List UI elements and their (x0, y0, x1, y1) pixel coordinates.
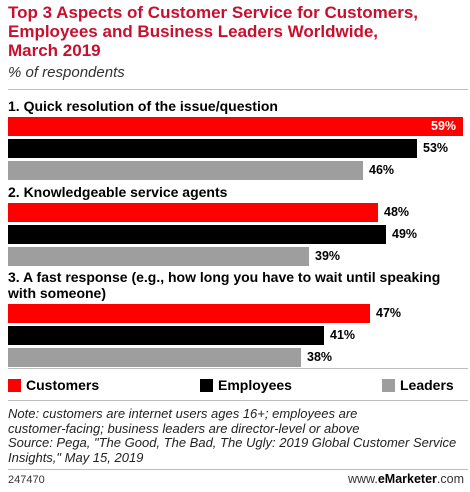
legend-customers: Customers (8, 377, 99, 393)
legend-swatch-employees (200, 379, 213, 392)
legend-label-customers: Customers (26, 377, 100, 393)
value-label-customers-2: 48% (384, 205, 410, 219)
note-divider (8, 400, 468, 401)
top-divider (8, 89, 468, 90)
site-prefix: www. (347, 472, 378, 486)
value-label-employees-3: 41% (330, 328, 356, 342)
legend-label-employees: Employees (218, 377, 292, 393)
legend-leaders: Leaders (382, 377, 454, 393)
value-label-leaders-2: 39% (315, 249, 341, 263)
legend-swatch-leaders (382, 379, 395, 392)
value-label-customers-3: 47% (376, 306, 402, 320)
legend-employees: Employees (200, 377, 292, 393)
bar-employees-3 (8, 326, 324, 345)
legend-swatch-customers (8, 379, 21, 392)
site-brand: eMarketer (377, 472, 437, 486)
legend-label-leaders: Leaders (400, 377, 454, 393)
bar-leaders-3 (8, 348, 301, 367)
category-label-1: 1. Quick resolution of the issue/questio… (8, 98, 278, 114)
site-suffix: .com (436, 472, 464, 486)
bar-customers-2 (8, 203, 378, 222)
site-credit: www.eMarketer.com (348, 472, 464, 486)
bar-employees-1 (8, 139, 417, 158)
chart-subtitle: % of respondents (8, 64, 125, 81)
value-label-employees-1: 53% (423, 141, 449, 155)
legend-divider (8, 368, 468, 369)
value-label-employees-2: 49% (392, 227, 418, 241)
bar-employees-2 (8, 225, 386, 244)
value-label-leaders-1: 46% (369, 163, 395, 177)
chart-title: Top 3 Aspects of Customer Service for Cu… (8, 3, 418, 60)
source-note: Note: customers are internet users ages … (8, 406, 457, 465)
value-label-customers-1: 59% (431, 119, 457, 133)
chart-id: 247470 (8, 474, 45, 486)
value-label-leaders-3: 38% (307, 350, 333, 364)
bar-leaders-1 (8, 161, 363, 180)
category-label-3: 3. A fast response (e.g., how long you h… (8, 269, 441, 301)
bar-customers-3 (8, 304, 370, 323)
category-label-2: 2. Knowledgeable service agents (8, 184, 228, 200)
bar-customers-1 (8, 117, 463, 136)
bar-leaders-2 (8, 247, 309, 266)
footer-divider (8, 469, 468, 470)
